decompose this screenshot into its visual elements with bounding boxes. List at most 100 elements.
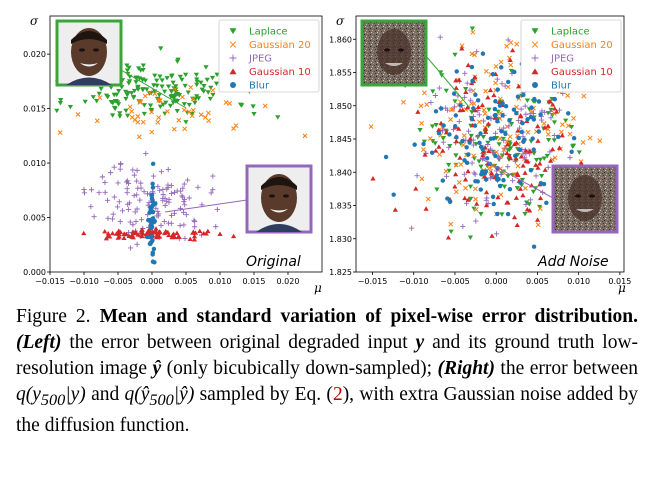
data-point: [148, 107, 154, 113]
data-point: [152, 73, 158, 79]
x-tick-label: −0.005: [440, 277, 470, 286]
data-point: [183, 212, 189, 218]
caption-eq-ref[interactable]: 2: [332, 384, 343, 405]
data-point: [474, 134, 481, 140]
data-point: [514, 110, 519, 116]
right-y-ticks: 1.825 1.830 1.835 1.840 1.845 1.850 1.855 1.860: [329, 35, 356, 277]
data-point: [183, 120, 189, 125]
data-point: [508, 122, 515, 127]
data-point: [155, 213, 161, 219]
data-point: [131, 172, 137, 178]
data-point: [465, 62, 471, 68]
data-point: [97, 95, 103, 101]
data-point: [560, 122, 565, 127]
data-point: [542, 109, 548, 115]
data-point: [117, 111, 123, 116]
data-point: [192, 100, 198, 106]
data-point: [140, 63, 146, 68]
data-point: [469, 116, 474, 122]
data-point: [453, 153, 459, 158]
data-point: [501, 125, 507, 131]
data-point: [81, 186, 87, 193]
caption-left-label: (Left): [16, 332, 62, 353]
series-gaussian-20: [57, 84, 308, 140]
data-point: [182, 202, 188, 208]
data-point: [504, 200, 510, 205]
data-point: [91, 214, 97, 220]
y-tick-label: 0.000: [23, 268, 46, 277]
data-point: [124, 186, 130, 192]
data-point: [181, 198, 187, 204]
data-point: [152, 91, 158, 97]
data-point: [162, 202, 168, 208]
data-point: [550, 102, 556, 107]
data-point: [569, 149, 574, 155]
data-point: [150, 252, 155, 257]
data-point: [168, 190, 175, 197]
data-point: [525, 117, 530, 122]
data-point: [471, 170, 477, 176]
data-point: [546, 137, 552, 143]
data-point: [545, 126, 551, 132]
data-point: [483, 202, 490, 208]
data-point: [134, 206, 140, 212]
data-point: [522, 137, 527, 142]
data-point: [150, 185, 156, 190]
data-point: [164, 76, 170, 81]
data-point: [516, 125, 523, 131]
data-point: [126, 79, 133, 84]
data-point: [463, 86, 469, 92]
data-point: [444, 107, 451, 113]
data-point: [451, 91, 457, 96]
data-point: [191, 233, 198, 239]
data-point: [146, 227, 153, 232]
data-point: [466, 152, 471, 157]
x-tick-label: 0.010: [209, 277, 232, 286]
data-point: [495, 211, 500, 217]
data-point: [470, 78, 475, 84]
data-point: [520, 121, 525, 126]
data-point: [448, 229, 454, 235]
data-point: [529, 105, 534, 110]
caption-q2: q(ŷ500|ŷ): [124, 384, 195, 409]
data-point: [192, 224, 198, 230]
data-point: [108, 85, 114, 90]
data-point: [210, 87, 216, 93]
data-point: [492, 130, 499, 136]
data-point: [496, 99, 502, 105]
right-scatter-points: [368, 26, 603, 249]
data-point: [155, 119, 161, 125]
data-point: [112, 98, 118, 104]
data-point: [524, 98, 531, 103]
data-point: [521, 92, 526, 98]
data-point: [446, 162, 452, 168]
data-point: [420, 147, 426, 153]
data-point: [159, 84, 165, 89]
data-point: [430, 89, 436, 94]
data-point: [433, 109, 439, 114]
data-point: [440, 178, 446, 183]
data-point: [161, 218, 167, 225]
data-point: [172, 86, 178, 92]
data-point: [469, 110, 475, 115]
data-point: [467, 235, 474, 240]
data-point: [214, 72, 220, 78]
data-point: [483, 88, 489, 94]
data-point: [514, 171, 520, 176]
data-point: [425, 196, 431, 202]
data-point: [149, 129, 155, 135]
data-point: [470, 29, 476, 35]
data-point: [474, 49, 480, 55]
data-point: [191, 217, 197, 223]
data-point: [578, 160, 584, 166]
data-point: [505, 147, 511, 153]
data-point: [533, 162, 539, 167]
y-tick-label: 1.855: [329, 69, 352, 78]
data-point: [179, 77, 185, 83]
left-inset-bicubic-face: [164, 164, 313, 234]
right-x-axis-label: μ: [618, 281, 626, 295]
legend-marker: [531, 54, 539, 62]
data-point: [566, 111, 571, 116]
data-point: [190, 229, 197, 234]
data-point: [547, 149, 553, 155]
